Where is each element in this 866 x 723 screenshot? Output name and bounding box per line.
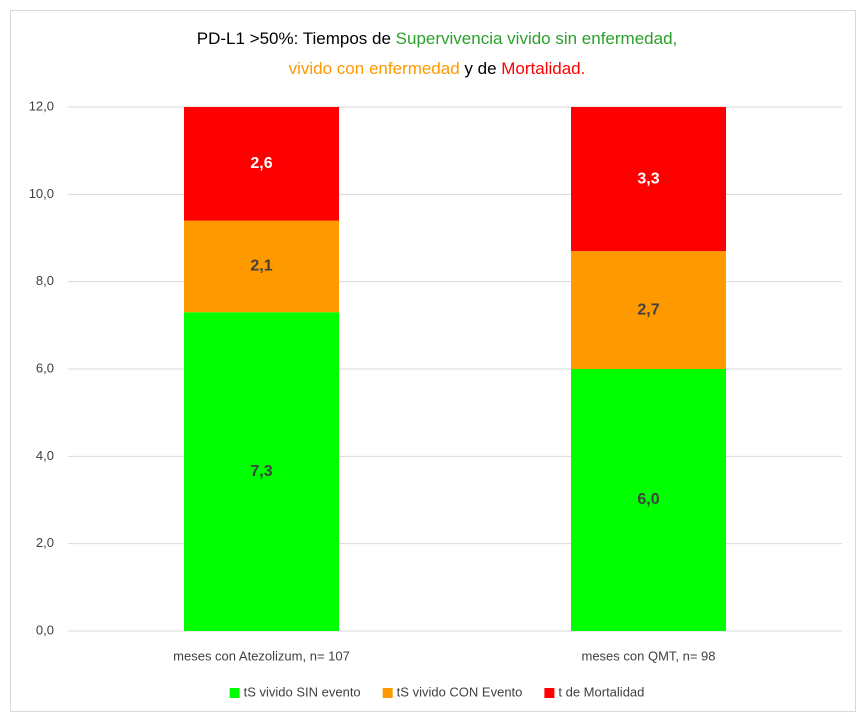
value-label: 2,6 [250, 155, 272, 172]
legend-item: tS vivido CON Evento [382, 684, 523, 699]
chart-frame [10, 10, 856, 712]
value-label: 2,7 [637, 301, 659, 318]
legend-item: t de Mortalidad [544, 684, 644, 699]
x-tick-label: meses con Atezolizum, n= 107 [173, 648, 350, 663]
y-tick-label: 0,0 [36, 622, 54, 637]
legend-swatch [382, 688, 393, 698]
legend-label: t de Mortalidad [558, 684, 644, 699]
title-part: . [581, 59, 586, 78]
y-tick-label: 4,0 [36, 448, 54, 463]
value-label: 2,1 [250, 258, 272, 275]
bar-segment [571, 369, 726, 631]
y-tick-label: 12,0 [29, 98, 54, 113]
title-part: Supervivencia vivido sin enfermedad [396, 29, 673, 48]
legend-label: tS vivido SIN evento [244, 684, 361, 699]
y-tick-label: 2,0 [36, 535, 54, 550]
legend-item: tS vivido SIN evento [229, 684, 361, 699]
title-part: y de [460, 59, 502, 78]
y-tick-label: 10,0 [29, 186, 54, 201]
value-label: 7,3 [250, 463, 272, 480]
y-tick-label: 8,0 [36, 273, 54, 288]
bar-segment [571, 107, 726, 252]
legend-swatch [229, 688, 240, 698]
bar-segment [571, 251, 726, 369]
legend-swatch [544, 688, 555, 698]
bar-segment [184, 220, 339, 313]
title-part: Mortalidad [501, 59, 580, 78]
legend-label: tS vivido CON Evento [397, 684, 523, 699]
title-part: vivido con enfermedad [289, 59, 460, 78]
title-part: PD-L1 >50%: Tiempos de [197, 29, 396, 48]
y-tick-label: 6,0 [36, 360, 54, 375]
title-part: , [673, 29, 678, 48]
x-tick-label: meses con QMT, n= 98 [581, 648, 715, 663]
value-label: 6,0 [637, 491, 659, 508]
chart-title: vivido con enfermedad y de Mortalidad. [289, 59, 586, 78]
chart-title: PD-L1 >50%: Tiempos de Supervivencia viv… [197, 29, 678, 48]
bar-segment [184, 107, 339, 221]
value-label: 3,3 [637, 170, 659, 187]
bar-segment [184, 312, 339, 631]
